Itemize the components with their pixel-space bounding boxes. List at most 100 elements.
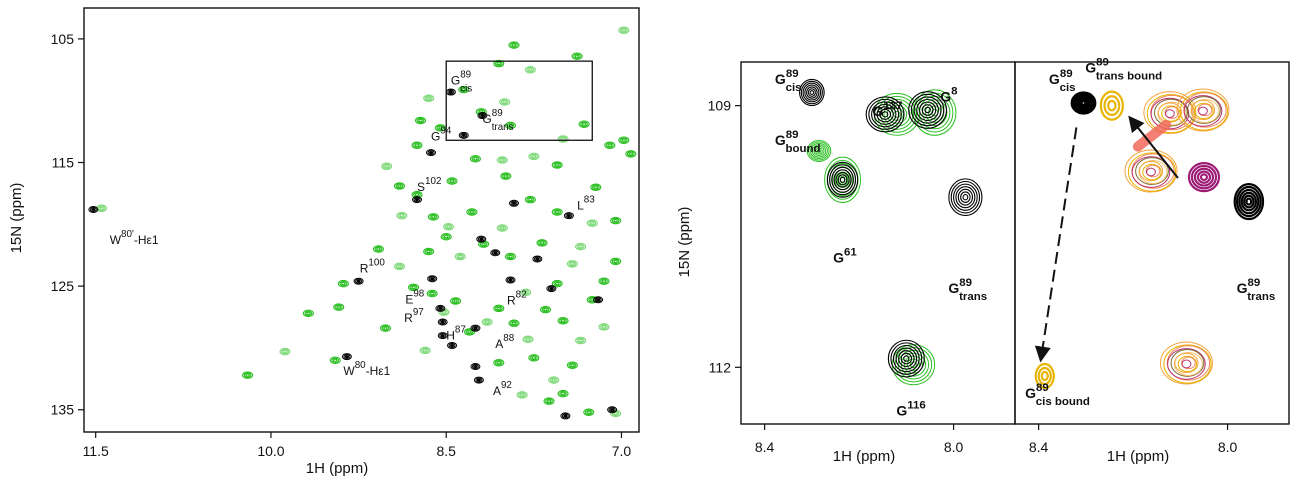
magenta-peak-contour [1196,170,1212,184]
free-peak-contour [871,101,900,128]
free-peak-contour [918,101,937,119]
bound-peak-contour [559,390,567,397]
free-peak-contour [890,342,923,375]
bound-peak-contour [464,328,476,336]
bound-peak-contour [397,212,406,219]
free-peak-contour [807,88,816,97]
cluster-peak-contour [1183,95,1223,127]
free-peak-contour [865,96,905,133]
annotation-superscript: 89 [1060,68,1073,80]
bound-peak-contour [443,235,449,239]
trans-bound-peak [1099,90,1124,121]
cluster-peak-contour [1198,106,1208,116]
solid-arrow [1128,115,1179,179]
annotation-superscript: 89 [1247,277,1260,289]
bound-peak-contour [427,213,439,221]
bound-peak-contour [557,316,569,325]
annotation-residue: G [1025,385,1036,401]
bound-peak-contour [393,182,406,190]
annotation-residue: G [451,74,460,88]
cluster-peak-contour [1190,99,1216,121]
bound-peak-contour [458,85,470,94]
bound-peak-contour [583,408,595,416]
free-peak-contour [413,197,421,203]
bound-peak-contour [500,99,509,105]
bound-peak-contour [456,253,465,260]
peak-annotation: G89 cis [775,68,802,94]
annotation-residue: G [775,71,786,87]
bound-peak-contour [306,311,311,315]
free-peak-contour [563,414,568,418]
bound-peak-contour [339,280,348,287]
free-peak-contour [471,363,479,369]
peak-annotation: A92 [493,380,512,398]
free-peak-contour [356,279,361,283]
free-peak [887,339,925,378]
free-peak-contour [835,171,850,188]
bound-peak-contour [458,254,463,259]
middle-y-axis-title: 15N (ppm) [676,207,693,278]
free-peak-contour [831,166,854,193]
bound-peak-contour [424,248,433,255]
free-peak [435,304,446,312]
peak-annotation: G8 [940,85,958,104]
free-peak [826,161,859,198]
bound-peak-contour [376,247,381,251]
free-peak-contour [470,324,481,332]
annotation-superscript: 89 [492,108,503,119]
free-peak-contour [962,194,969,201]
bound-peak-contour [483,319,491,325]
bound-peak-contour [554,163,560,167]
bound-peak-contour [553,209,562,215]
free-peak-contour [960,191,971,203]
bound-peak-contour [531,356,537,360]
bound-peak-contour [481,318,493,326]
bound-peak-contour [426,96,431,100]
free-peak [412,196,422,204]
x-tick-label: 8.0 [944,439,964,455]
free-peak-contour [355,278,363,284]
free-peak [865,96,905,133]
bound-peak-contour [619,137,628,143]
bound-peak-contour [496,306,502,311]
free-peak-contour [898,350,915,367]
bound-peak [520,288,532,297]
free-peak-contour [353,277,364,285]
bound-peak-contour [621,28,627,32]
bound-peak-contour [448,178,456,184]
bound-peak-contour [428,290,437,297]
bound-peak [333,303,345,311]
bound-peak-contour [531,154,537,158]
bound-peak-contour [494,305,503,312]
bound-peak-contour [496,62,502,66]
bound-peak [524,66,536,74]
bound-peak-contour [619,27,628,33]
free-peak-contour [477,236,485,242]
bound-peak-contour [331,357,340,363]
bound-peak-contour [444,224,453,230]
bound-peak-contour [600,278,608,284]
left-x-axis-title: 1H (ppm) [306,460,369,477]
y-tick-label: 109 [708,98,732,114]
bound-peak-contour [453,299,458,303]
annotation-superscript: 80 [355,360,366,371]
free-peak [948,178,983,217]
cluster-peak-contour [1127,152,1177,192]
magenta-peak [1187,162,1221,193]
bound-peak-contour [414,143,420,147]
free-peak-contour [924,106,931,114]
free-peak-contour [1070,91,1097,115]
free-peak-contour [476,378,481,382]
bound-peak [598,323,610,331]
free-peak [593,296,604,304]
annotation-superscript: 89 [959,277,972,289]
bound-peak-contour [411,141,423,149]
salmon-streak [1132,119,1172,152]
free-peak-contour [490,249,501,257]
free-peak-contour [916,98,939,121]
peak-annotation: G89 cis [451,70,472,95]
free-peak [445,88,456,96]
bound-peak-contour [566,361,578,369]
annotation-superscript: 92 [501,380,512,391]
bound-peak-contour [571,52,583,60]
